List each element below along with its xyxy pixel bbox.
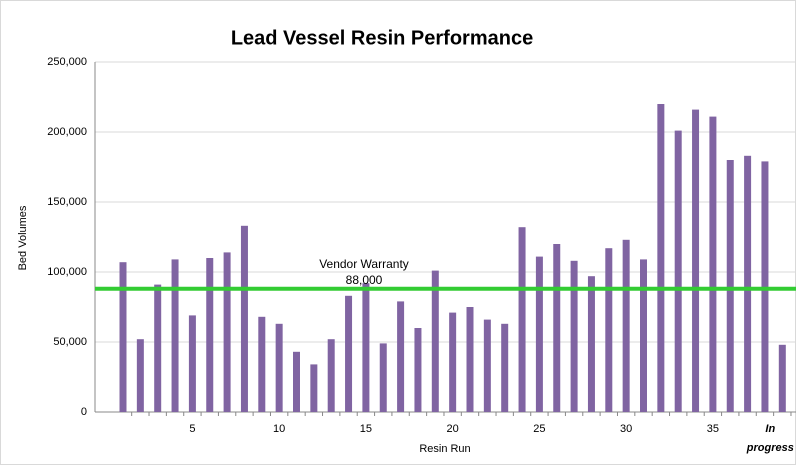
reference-label: Vendor Warranty: [319, 257, 409, 271]
bar: [518, 227, 526, 412]
bar: [535, 256, 543, 412]
bar: [726, 160, 734, 412]
chart-title: Lead Vessel Resin Performance: [231, 27, 533, 49]
bar: [154, 284, 162, 412]
bar: [136, 339, 144, 412]
bar: [778, 344, 786, 412]
bar: [397, 301, 405, 412]
x-tick-label: 15: [359, 423, 373, 435]
bar: [466, 307, 474, 412]
bar: [744, 155, 752, 413]
bar: [431, 270, 439, 412]
bar: [414, 328, 422, 412]
bar: [622, 239, 630, 412]
bar: [345, 295, 353, 412]
bar: [240, 225, 248, 412]
bar: [483, 319, 491, 412]
x-axis-label: Resin Run: [419, 443, 470, 455]
bar: [119, 262, 127, 412]
bar: [275, 323, 283, 412]
y-tick-label: 0: [81, 406, 87, 418]
bar: [640, 259, 647, 412]
bar: [674, 130, 682, 412]
bar: [171, 259, 179, 412]
bar: [188, 315, 196, 412]
bar: [293, 351, 300, 412]
bar: [709, 116, 717, 412]
bar: [206, 258, 214, 412]
bar: [379, 343, 387, 412]
bar: [553, 244, 561, 412]
y-tick-label: 150,000: [47, 196, 87, 208]
bar: [449, 312, 457, 412]
y-axis-label: Bed Volumes: [17, 205, 29, 270]
bar: [327, 339, 335, 412]
bar: [570, 260, 578, 412]
y-tick-label: 250,000: [47, 56, 87, 68]
bar: [761, 161, 769, 412]
bar: [258, 316, 266, 412]
bar: [362, 283, 370, 412]
x-tick-label: In progress: [746, 423, 794, 454]
bar: [223, 252, 231, 412]
y-tick-label: 50,000: [53, 336, 87, 348]
x-tick-label: 30: [620, 423, 633, 435]
bar: [605, 248, 613, 412]
reference-value-label: 88,000: [346, 273, 383, 287]
x-tick-label: 10: [273, 423, 286, 435]
y-tick-label: 100,000: [47, 266, 87, 278]
x-tick-label: 35: [706, 423, 720, 435]
x-tick-label: 5: [189, 423, 196, 435]
y-tick-label: 200,000: [47, 126, 87, 138]
x-tick-label: 25: [533, 423, 546, 435]
bar: [501, 323, 509, 412]
bar: [587, 276, 595, 412]
bar: [310, 364, 318, 412]
x-tick-label: 20: [446, 423, 459, 435]
bar: [657, 104, 665, 412]
bar: [692, 109, 700, 412]
